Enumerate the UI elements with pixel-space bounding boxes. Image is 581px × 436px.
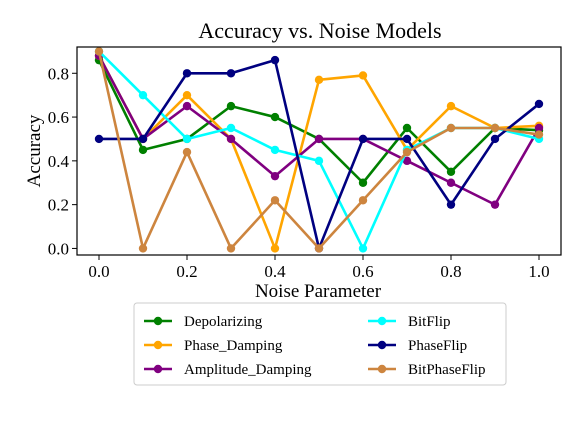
legend-item-bitflip: BitFlip — [368, 314, 451, 330]
data-point-bitphaseflip — [182, 147, 192, 157]
data-point-amplitude-damping — [446, 178, 456, 187]
legend-label: PhaseFlip — [408, 338, 467, 354]
x-tick-label: 0.0 — [88, 262, 109, 281]
legend-swatch-marker — [377, 340, 387, 350]
legend-swatch-marker — [153, 364, 163, 374]
x-axis-ticks: 0.0 0.2 0.4 0.6 0.8 1.0 — [88, 255, 550, 281]
data-point-phase-damping — [270, 244, 280, 253]
data-point-bitflip — [358, 244, 368, 253]
data-point-phaseflip — [490, 134, 500, 144]
data-point-amplitude-damping — [226, 134, 236, 144]
y-axis-label: Accuracy — [24, 114, 45, 187]
x-axis-label: Noise Parameter — [255, 281, 382, 302]
data-point-phaseflip — [94, 134, 104, 144]
legend-box — [133, 302, 507, 386]
data-point-phaseflip — [534, 99, 544, 109]
data-point-bitphaseflip — [138, 244, 148, 253]
data-point-amplitude-damping — [402, 156, 412, 166]
data-point-bitphaseflip — [534, 130, 544, 139]
legend-item-depolarizing: Depolarizing — [144, 314, 263, 330]
data-point-amplitude-damping — [314, 134, 324, 144]
legend-swatch-marker — [153, 340, 163, 350]
series-phase-damping — [94, 51, 544, 253]
x-tick-label: 0.8 — [440, 262, 461, 281]
data-point-amplitude-damping — [534, 123, 544, 133]
legend-label: BitFlip — [408, 314, 451, 330]
data-point-phaseflip — [270, 55, 280, 65]
legend-swatch-marker — [377, 316, 387, 326]
data-point-phase-damping — [314, 75, 324, 85]
data-point-amplitude-damping — [270, 171, 280, 181]
data-point-bitflip — [182, 134, 192, 144]
data-point-bitphaseflip — [446, 123, 456, 133]
x-tick-label: 0.4 — [264, 262, 286, 281]
y-tick-label: 0.6 — [48, 108, 69, 127]
data-point-bitflip — [138, 90, 148, 100]
data-point-phaseflip — [446, 200, 456, 209]
legend-item-amplitude-damping: Amplitude_Damping — [144, 362, 312, 378]
y-axis-ticks: 0.0 0.2 0.4 0.6 0.8 — [48, 64, 77, 258]
series-line-phase-damping — [97, 55, 540, 250]
plot-area — [94, 47, 544, 253]
data-point-bitphaseflip — [490, 123, 500, 133]
legend: Depolarizing Phase_Damping Amplitude_Dampi… — [133, 302, 507, 386]
data-point-depolarizing — [446, 167, 456, 176]
x-tick-label: 1.0 — [528, 262, 549, 281]
series-bitphaseflip — [94, 47, 544, 253]
data-point-phaseflip — [358, 134, 368, 144]
data-point-depolarizing — [138, 145, 148, 155]
series-amplitude-damping — [94, 51, 544, 209]
legend-item-phase-damping: Phase_Damping — [144, 338, 283, 354]
y-tick-label: 0.0 — [48, 239, 69, 258]
data-point-depolarizing — [270, 112, 280, 122]
y-tick-label: 0.2 — [48, 196, 69, 215]
series-line-phaseflip — [99, 58, 540, 250]
data-point-bitflip — [226, 123, 236, 133]
legend-item-phaseflip: PhaseFlip — [368, 338, 467, 354]
data-point-phase-damping — [182, 90, 192, 100]
x-tick-label: 0.6 — [352, 262, 373, 281]
data-point-phaseflip — [182, 69, 192, 78]
legend-label: Amplitude_Damping — [184, 362, 312, 378]
series-phaseflip — [94, 55, 544, 253]
data-point-phaseflip — [402, 134, 412, 144]
plot-frame — [76, 46, 562, 256]
data-point-phase-damping — [446, 101, 456, 111]
data-point-bitphaseflip — [226, 244, 236, 253]
legend-label: Depolarizing — [184, 314, 263, 330]
y-tick-label: 0.4 — [48, 152, 70, 171]
data-point-amplitude-damping — [182, 101, 192, 111]
data-point-bitphaseflip — [314, 244, 324, 253]
x-tick-label: 0.2 — [176, 262, 197, 281]
data-point-phaseflip — [138, 134, 148, 144]
legend-label: BitPhaseFlip — [408, 362, 486, 378]
legend-swatch-marker — [377, 364, 387, 374]
legend-swatch-marker — [153, 316, 163, 326]
y-tick-label: 0.8 — [48, 64, 69, 83]
legend-label: Phase_Damping — [184, 338, 283, 354]
data-point-phase-damping — [358, 71, 368, 80]
legend-item-bitphaseflip: BitPhaseFlip — [368, 362, 486, 378]
data-point-bitphaseflip — [270, 196, 280, 205]
data-point-bitphaseflip — [358, 196, 368, 205]
data-point-amplitude-damping — [490, 200, 500, 209]
data-point-bitphaseflip — [94, 47, 104, 56]
data-point-phaseflip — [226, 69, 236, 78]
data-point-bitflip — [314, 156, 324, 166]
data-point-depolarizing — [226, 101, 236, 111]
chart-title: Accuracy vs. Noise Models — [198, 18, 441, 43]
data-point-depolarizing — [358, 178, 368, 187]
data-point-bitphaseflip — [402, 147, 412, 157]
data-point-bitflip — [270, 145, 280, 155]
data-point-depolarizing — [402, 123, 412, 133]
